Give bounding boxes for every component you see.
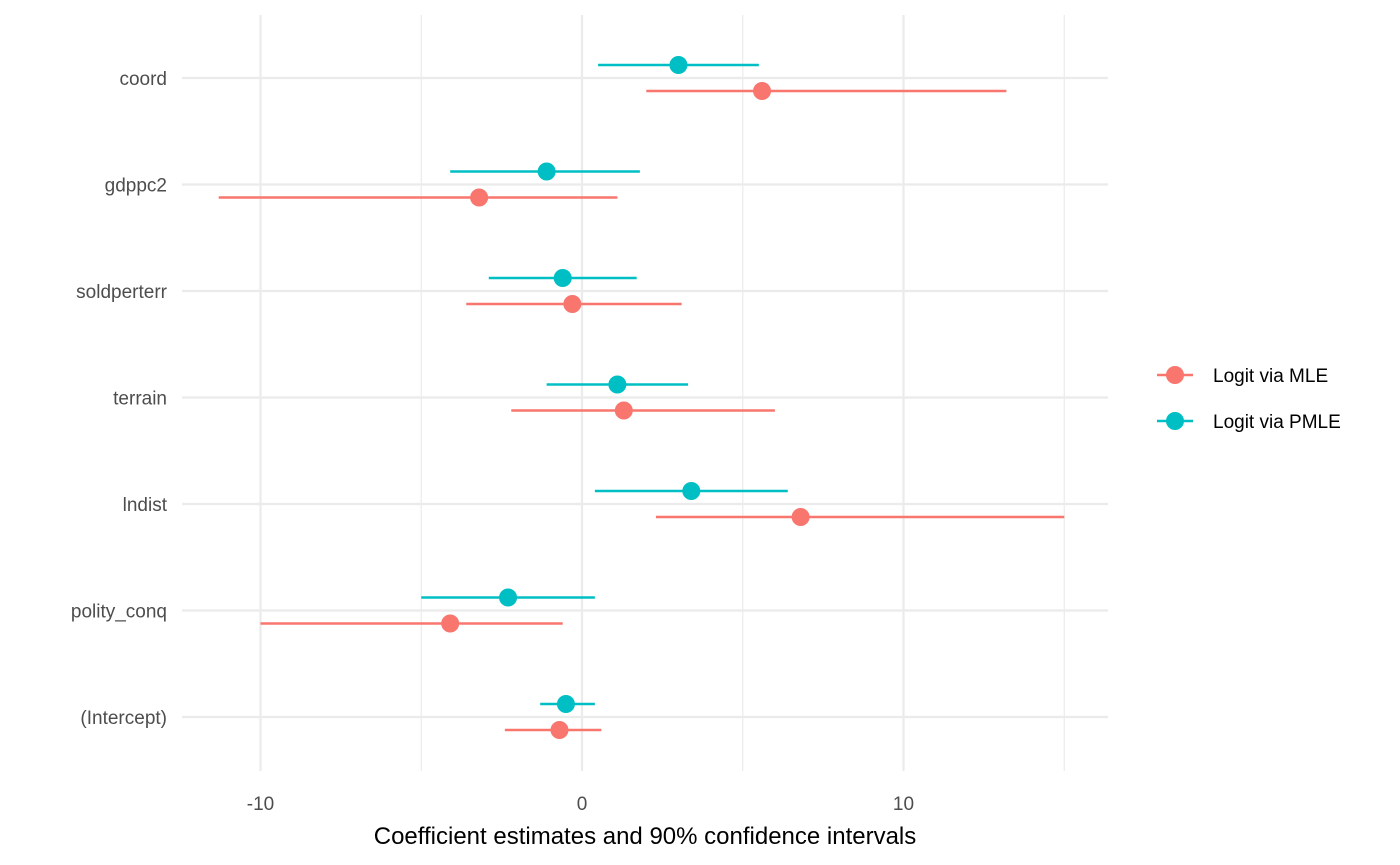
- x-tick-label: -10: [247, 794, 274, 815]
- point-pmle: [669, 56, 688, 74]
- point-mle: [441, 614, 460, 633]
- x-tick-label: 10: [893, 794, 914, 815]
- legend-key-point-pmle: [1166, 412, 1184, 430]
- point-mle: [550, 721, 569, 739]
- y-tick-label: coord: [119, 69, 167, 90]
- x-axis-title: Coefficient estimates and 90% confidence…: [374, 823, 917, 850]
- point-pmle: [499, 588, 518, 607]
- y-tick-label: polity_conq: [71, 602, 167, 623]
- y-tick-label: terrain: [113, 389, 167, 410]
- y-tick-label: gdppc2: [105, 176, 167, 197]
- point-pmle: [537, 162, 556, 181]
- legend-key-point-mle: [1166, 366, 1184, 384]
- legend-label-mle: Logit via MLE: [1213, 366, 1328, 387]
- x-axis-tick-labels: -10 0 10: [247, 794, 914, 815]
- point-pmle: [682, 482, 701, 500]
- y-axis-tick-labels: coord gdppc2 soldperterr terrain lndist polit…: [71, 69, 168, 729]
- point-mle: [753, 82, 772, 100]
- x-tick-label: 0: [577, 794, 588, 815]
- point-pmle: [553, 269, 572, 287]
- point-mle: [563, 295, 582, 313]
- y-tick-label: soldperterr: [76, 282, 167, 303]
- legend: Logit via MLE Logit via PMLE: [1157, 366, 1341, 433]
- y-tick-label: lndist: [123, 495, 168, 516]
- legend-label-pmle: Logit via PMLE: [1213, 412, 1341, 433]
- point-mle: [791, 508, 810, 526]
- minor-gridlines: [420, 15, 1065, 771]
- point-pmle: [556, 695, 575, 713]
- plot-marks: [218, 56, 1065, 739]
- point-mle: [614, 401, 633, 420]
- point-mle: [470, 188, 489, 207]
- y-tick-label: (Intercept): [80, 708, 167, 729]
- point-pmle: [608, 375, 627, 394]
- major-gridlines: [182, 15, 1108, 771]
